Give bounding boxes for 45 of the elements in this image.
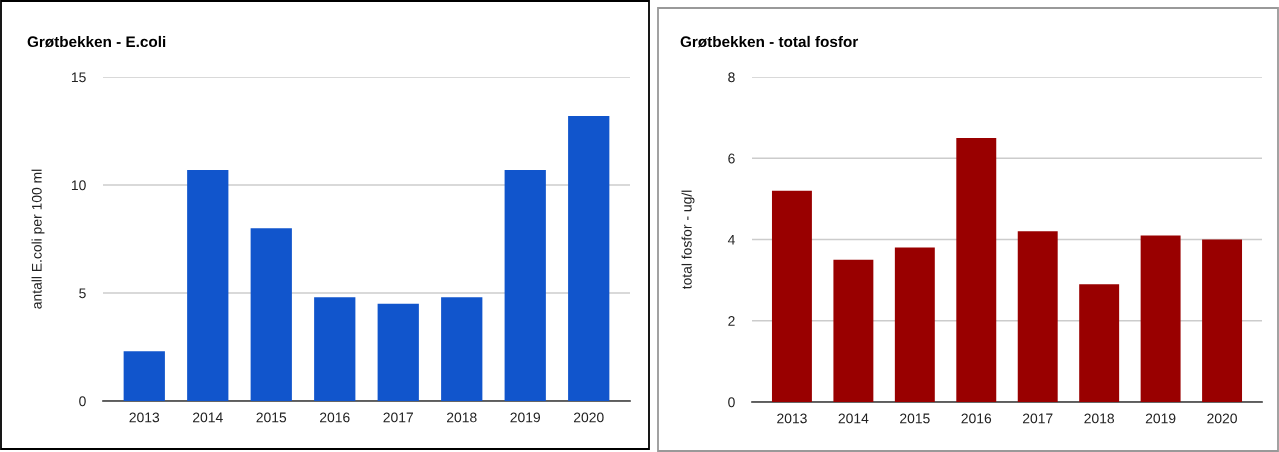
chart-title: Grøtbekken - total fosfor (680, 35, 859, 48)
y-tick-label: 8 (728, 72, 735, 83)
x-tick-label: 2018 (446, 412, 477, 423)
bar (956, 137, 997, 402)
y-axis-title: antall E.coli per 100 ml (31, 169, 45, 309)
bar (1079, 284, 1120, 402)
y-tick-label: 0 (79, 396, 86, 407)
x-tick-label: 2014 (838, 413, 869, 424)
x-tick-label: 2015 (900, 413, 930, 424)
bar (377, 303, 419, 401)
x-tick-label: 2020 (1207, 413, 1237, 424)
y-tick-label: 6 (728, 153, 735, 164)
y-axis-title: total fosfor - ug/l (681, 190, 695, 290)
x-tick-label: 2018 (1084, 413, 1115, 424)
x-tick-label: 2017 (1022, 413, 1053, 424)
bar (123, 351, 165, 401)
bar (1140, 235, 1181, 402)
x-tick-label: 2013 (129, 412, 160, 423)
x-tick-label: 2015 (256, 412, 287, 423)
bar (1017, 231, 1058, 402)
bar (250, 228, 292, 401)
x-tick-label: 2016 (320, 412, 350, 423)
y-tick-label: 0 (728, 397, 735, 408)
bar (441, 297, 483, 401)
x-tick-label: 2019 (1145, 413, 1176, 424)
x-tick-label: 2017 (383, 412, 413, 423)
bar (833, 259, 874, 402)
bar (314, 297, 356, 401)
bar (187, 169, 229, 401)
x-tick-label: 2016 (961, 413, 992, 424)
bar (504, 169, 546, 401)
bar (894, 247, 935, 402)
x-tick-label: 2019 (510, 412, 541, 423)
bar (771, 190, 812, 402)
x-tick-label: 2020 (573, 412, 604, 423)
bar (568, 115, 610, 401)
chart-title: Grøtbekken - E.coli (27, 35, 166, 48)
y-tick-label: 10 (71, 180, 86, 191)
y-tick-label: 4 (727, 234, 735, 245)
bar (1202, 239, 1243, 402)
y-tick-label: 15 (71, 72, 86, 83)
y-tick-label: 5 (79, 288, 86, 299)
y-tick-label: 2 (728, 316, 735, 326)
x-tick-label: 2013 (777, 413, 807, 424)
x-tick-label: 2014 (193, 412, 223, 423)
